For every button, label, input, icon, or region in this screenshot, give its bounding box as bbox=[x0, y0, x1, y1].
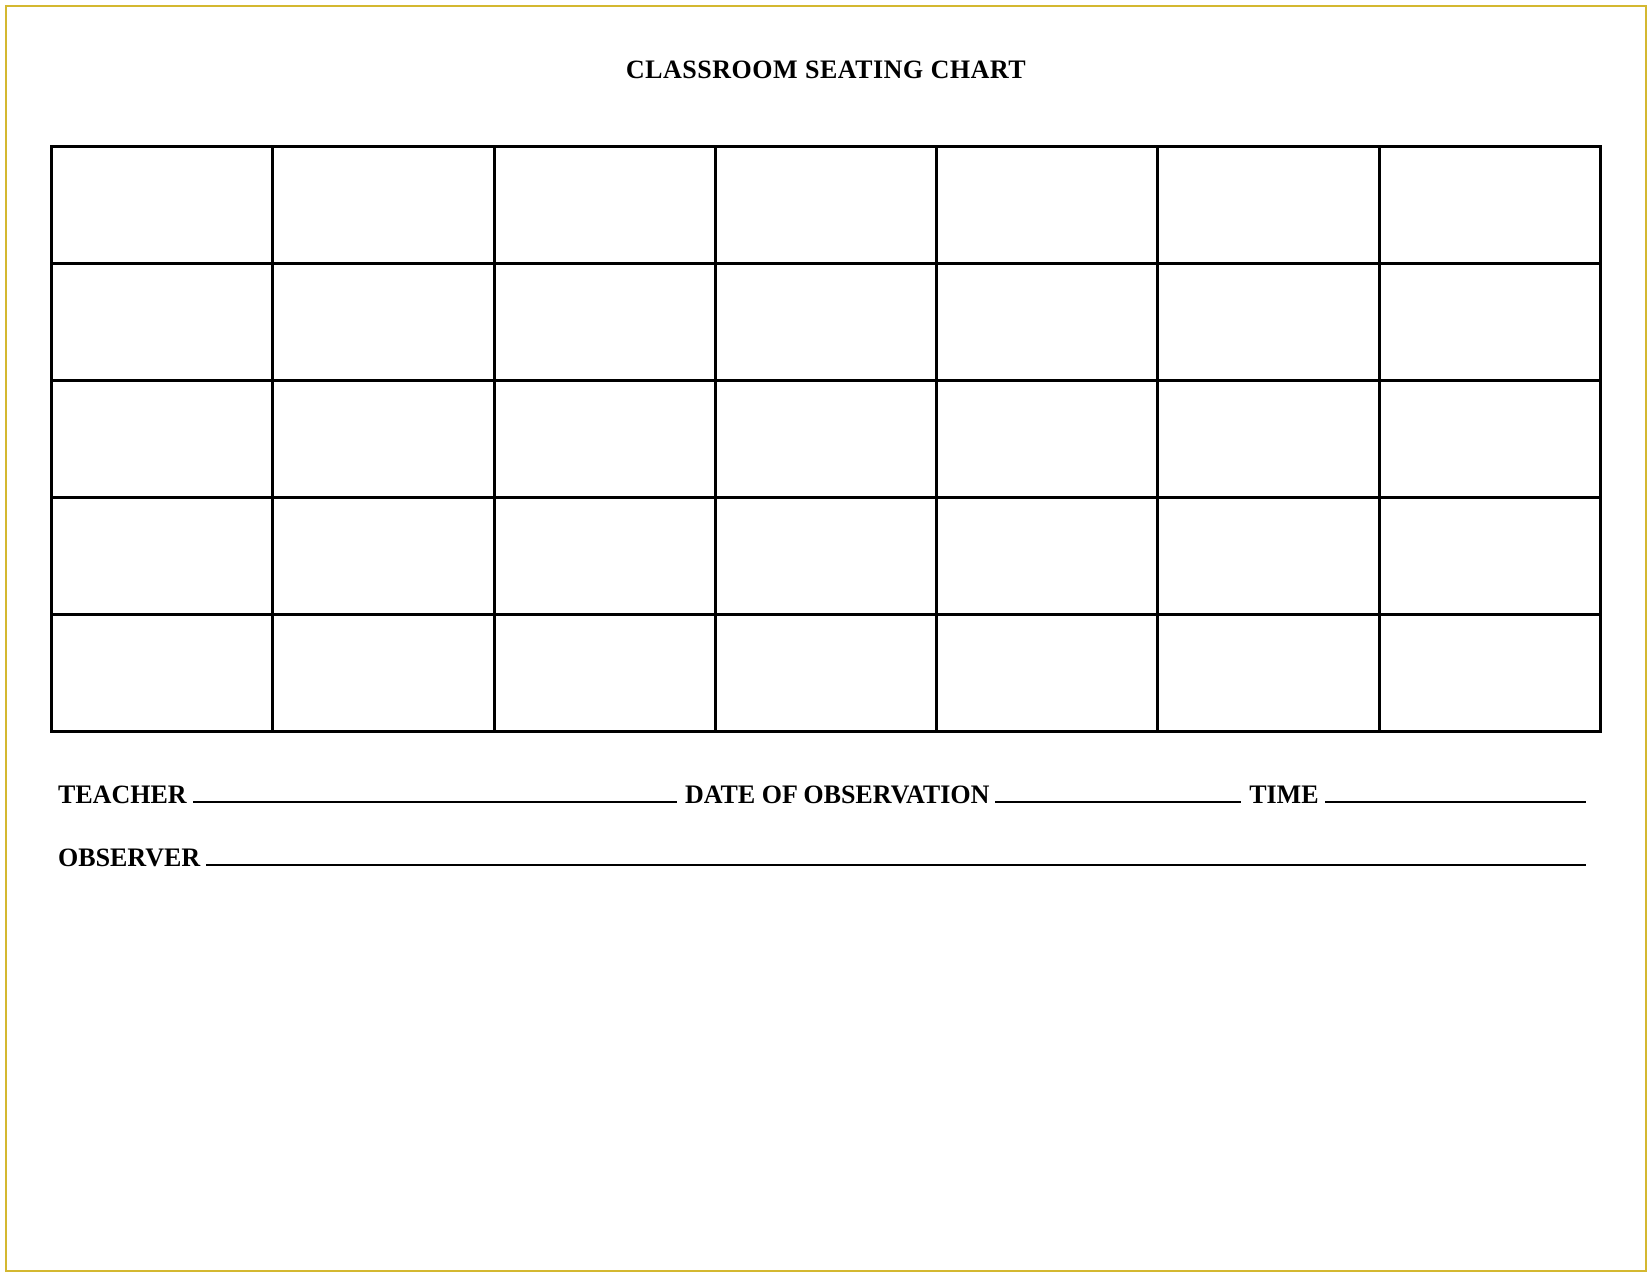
teacher-input-line[interactable] bbox=[193, 777, 677, 803]
seating-cell[interactable] bbox=[937, 381, 1158, 498]
seating-cell[interactable] bbox=[52, 147, 273, 264]
date-input-line[interactable] bbox=[995, 777, 1241, 803]
observer-input-line[interactable] bbox=[206, 840, 1586, 866]
seating-cell[interactable] bbox=[937, 147, 1158, 264]
seating-cell[interactable] bbox=[1158, 381, 1379, 498]
seating-cell[interactable] bbox=[494, 381, 715, 498]
seating-cell[interactable] bbox=[715, 264, 936, 381]
form-row-2: OBSERVER bbox=[58, 840, 1594, 873]
seating-cell[interactable] bbox=[937, 498, 1158, 615]
observer-label: OBSERVER bbox=[58, 843, 200, 873]
observer-field-group: OBSERVER bbox=[58, 840, 1594, 873]
page-title: CLASSROOM SEATING CHART bbox=[50, 55, 1602, 85]
seating-row bbox=[52, 381, 1601, 498]
seating-row bbox=[52, 147, 1601, 264]
seating-cell[interactable] bbox=[1379, 615, 1600, 732]
seating-grid-body bbox=[52, 147, 1601, 732]
seating-cell[interactable] bbox=[1379, 147, 1600, 264]
seating-cell[interactable] bbox=[1379, 264, 1600, 381]
seating-cell[interactable] bbox=[1158, 264, 1379, 381]
time-input-line[interactable] bbox=[1325, 777, 1586, 803]
seating-cell[interactable] bbox=[1158, 498, 1379, 615]
seating-cell[interactable] bbox=[273, 264, 494, 381]
time-label: TIME bbox=[1249, 780, 1318, 810]
seating-cell[interactable] bbox=[1379, 381, 1600, 498]
seating-cell[interactable] bbox=[52, 498, 273, 615]
seating-cell[interactable] bbox=[52, 615, 273, 732]
teacher-field-group: TEACHER bbox=[58, 777, 685, 810]
time-field-group: TIME bbox=[1249, 777, 1594, 810]
teacher-label: TEACHER bbox=[58, 780, 187, 810]
seating-cell[interactable] bbox=[494, 264, 715, 381]
seating-cell[interactable] bbox=[1379, 498, 1600, 615]
seating-cell[interactable] bbox=[715, 147, 936, 264]
seating-cell[interactable] bbox=[273, 381, 494, 498]
seating-row bbox=[52, 264, 1601, 381]
seating-cell[interactable] bbox=[52, 381, 273, 498]
form-row-1: TEACHER DATE OF OBSERVATION TIME bbox=[58, 777, 1594, 810]
form-fields: TEACHER DATE OF OBSERVATION TIME OBSERVE… bbox=[50, 777, 1602, 873]
seating-cell[interactable] bbox=[52, 264, 273, 381]
seating-cell[interactable] bbox=[494, 147, 715, 264]
seating-cell[interactable] bbox=[273, 498, 494, 615]
seating-cell[interactable] bbox=[937, 264, 1158, 381]
seating-cell[interactable] bbox=[494, 615, 715, 732]
seating-cell[interactable] bbox=[273, 147, 494, 264]
seating-cell[interactable] bbox=[494, 498, 715, 615]
seating-cell[interactable] bbox=[715, 615, 936, 732]
page-content: CLASSROOM SEATING CHART bbox=[0, 0, 1652, 1277]
seating-cell[interactable] bbox=[937, 615, 1158, 732]
seating-cell[interactable] bbox=[1158, 147, 1379, 264]
seating-cell[interactable] bbox=[715, 381, 936, 498]
seating-cell[interactable] bbox=[273, 615, 494, 732]
date-label: DATE OF OBSERVATION bbox=[685, 780, 989, 810]
seating-row bbox=[52, 615, 1601, 732]
seating-row bbox=[52, 498, 1601, 615]
seating-grid bbox=[50, 145, 1602, 733]
seating-cell[interactable] bbox=[715, 498, 936, 615]
seating-cell[interactable] bbox=[1158, 615, 1379, 732]
date-field-group: DATE OF OBSERVATION bbox=[685, 777, 1249, 810]
